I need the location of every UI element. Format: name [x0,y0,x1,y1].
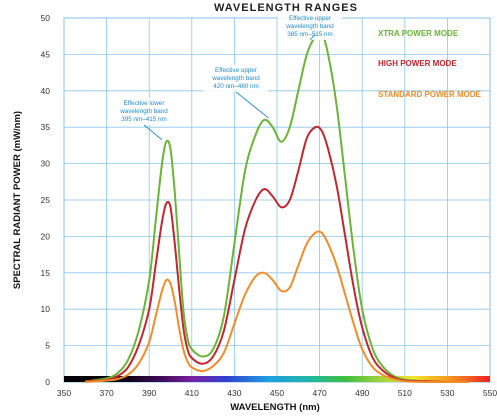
x-axis-title: WAVELENGTH (nm) [230,402,320,413]
y-tick-label: 30 [41,159,51,169]
series-line-2 [85,230,469,384]
y-tick-labels: 0 5 10 15 20 25 30 35 40 45 50 [41,13,51,387]
legend-item-0: XTRA POWER MODE [378,29,459,38]
legend: XTRA POWER MODE HIGH POWER MODE STANDARD P… [378,29,482,99]
legend-item-2: STANDARD POWER MODE [378,90,482,99]
x-tick-label: 530 [440,388,454,398]
annotation-bg [204,65,268,92]
x-tick-label: 450 [270,388,284,398]
x-tick-label: 510 [398,388,412,398]
annotation-text: Effective upper [215,67,257,74]
x-tick-label: 410 [185,388,199,398]
annotation-text: 395 nm–415 nm [121,116,167,123]
y-tick-label: 45 [41,49,51,59]
y-tick-label: 25 [41,195,51,205]
y-tick-label: 5 [45,341,50,351]
annotation-leader [309,33,316,41]
wavelength-spectrum-bar [64,376,490,382]
x-tick-label: 350 [57,388,71,398]
annotation-text: 420 nm–460 nm [213,83,259,90]
y-tick-label: 10 [41,304,51,314]
annotation-bg [278,13,342,40]
x-tick-label: 470 [313,388,327,398]
x-tick-labels: 350 370 390 410 430 450 470 490 510 530 550 [57,388,497,398]
x-tick-label: 370 [100,388,114,398]
annotation-leader [235,91,269,119]
y-tick-label: 35 [41,122,51,132]
annotation-text: wavelength band [285,23,334,30]
series-lines [85,30,469,384]
annotation-text: 385 nm–515 nm [287,31,333,38]
annotation-leader [143,124,163,141]
y-tick-label: 50 [41,13,51,23]
x-tick-label: 490 [355,388,369,398]
y-tick-label: 40 [41,86,51,96]
annotation-bg [112,98,176,125]
x-tick-label: 430 [227,388,241,398]
annotation-text: wavelength band [119,108,168,115]
legend-item-1: HIGH POWER MODE [378,59,457,68]
grid [63,17,491,383]
annotation-text: wavelength band [211,75,260,82]
annotation-text: Effective lower [124,100,165,107]
x-tick-label: 390 [142,388,156,398]
x-tick-label: 550 [483,388,497,398]
annotation-text: Effective upper [289,15,331,22]
chart-title: WAVELENGTH RANGES [214,2,358,14]
y-tick-label: 15 [41,268,51,278]
series-line-0 [85,30,469,384]
y-tick-label: 0 [45,377,50,387]
y-tick-label: 20 [41,231,51,241]
series-line-1 [85,125,469,384]
y-axis-title: SPECTRAL RADIANT POWER (mW/nm) [12,111,23,289]
